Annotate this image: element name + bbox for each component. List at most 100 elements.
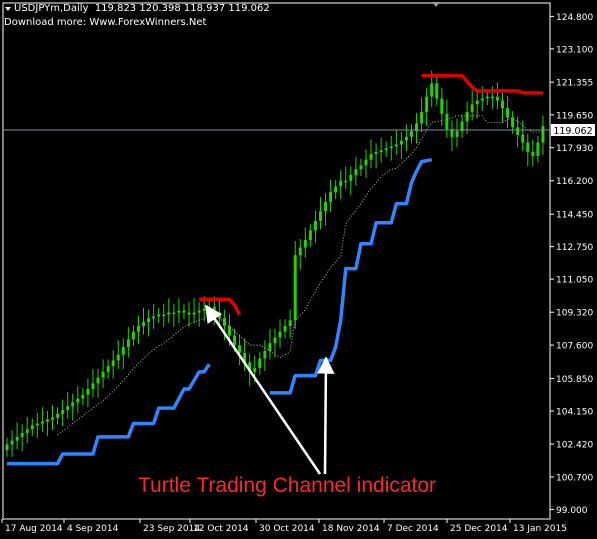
candle-body (81, 394, 85, 399)
candle-body (384, 148, 388, 151)
candle-body (440, 98, 444, 114)
candle-body (430, 83, 434, 97)
candle-body (425, 96, 429, 112)
candle-body (243, 352, 247, 363)
candle-body (172, 312, 176, 315)
price-label-box (551, 124, 595, 136)
candle-body (349, 175, 353, 181)
candle-body (415, 123, 419, 132)
y-tick-label: 99.000 (556, 506, 588, 516)
candle-body (450, 129, 454, 137)
candle-body (131, 331, 135, 340)
candle-body (71, 402, 75, 407)
candle-body (460, 121, 464, 132)
candle-body (147, 318, 151, 323)
candle-body (404, 136, 408, 141)
candle-body (162, 314, 166, 317)
candle-body (227, 325, 231, 336)
candle-body (455, 131, 459, 137)
candle-body (86, 389, 90, 395)
candle-body (369, 153, 373, 160)
y-tick-label: 112.750 (556, 243, 593, 253)
shift-marker-icon[interactable] (432, 2, 440, 7)
candle-body (66, 406, 70, 411)
candle-body (35, 423, 39, 426)
candle-body (192, 312, 196, 315)
y-tick-label: 116.200 (556, 177, 593, 187)
candle-body (521, 134, 525, 143)
candle-body (394, 144, 398, 147)
x-tick-label: 7 Dec 2014 (387, 524, 439, 534)
y-tick-label: 111.050 (556, 276, 593, 286)
candle-body (470, 104, 474, 112)
candle-body (511, 117, 515, 128)
candle-body (389, 146, 393, 149)
candle-body (318, 211, 322, 221)
x-tick-label: 13 Jan 2015 (513, 524, 567, 534)
candle-body (359, 165, 363, 170)
x-tick-label: 30 Oct 2014 (259, 524, 315, 534)
candle-body (10, 440, 14, 445)
candle-body (263, 350, 267, 359)
candle-body (40, 421, 44, 424)
candle-body (500, 100, 504, 109)
candle-body (526, 142, 530, 153)
y-axis: 124.800 123.100 121.355 119.650 117.930 116.2… (550, 13, 593, 516)
download-note: Download more: Www.ForexWinners.Net (4, 17, 207, 28)
candle-body (506, 108, 510, 118)
candles-layer (5, 70, 545, 457)
short-stop-line (199, 297, 242, 316)
candle-body (374, 152, 378, 154)
candle-body (273, 337, 277, 344)
price-label: 119.062 (553, 126, 592, 137)
channel-mid-layer (57, 115, 543, 436)
chart-symbol-header: USDJPYm,Daily 119.823 120.398 118.937 11… (14, 3, 270, 14)
candle-body (212, 306, 216, 313)
candle-body (445, 113, 449, 130)
y-tick-label: 117.930 (556, 144, 593, 154)
candle-body (475, 100, 479, 105)
candle-body (25, 429, 29, 433)
candle-body (313, 220, 317, 231)
candle-body (182, 310, 186, 313)
candle-body (111, 360, 115, 367)
y-tick-label: 109.320 (556, 309, 593, 319)
candle-body (142, 322, 146, 326)
candle-body (531, 152, 535, 156)
candle-body (344, 180, 348, 183)
annotation-arrow-left (204, 304, 322, 475)
candle-body (329, 192, 333, 202)
candle-body (516, 127, 520, 135)
stop-lines-layer (7, 73, 543, 466)
candle-body (324, 201, 328, 212)
candle-body (116, 354, 120, 361)
x-tick-label: 17 Aug 2014 (5, 524, 63, 534)
candle-body (288, 320, 292, 326)
y-tick-label: 102.420 (556, 441, 593, 451)
candle-body (465, 111, 469, 122)
candle-body (101, 371, 105, 378)
candle-body (308, 230, 312, 240)
candle-body (106, 366, 110, 372)
candle-body (303, 239, 307, 248)
candle-body (536, 142, 540, 156)
candle-body (76, 398, 80, 403)
candle-body (399, 140, 403, 145)
candle-body (187, 312, 191, 315)
candle-body (268, 343, 272, 351)
candle-body (202, 308, 206, 311)
candle-body (298, 247, 302, 256)
candle-body (20, 433, 24, 437)
candle-body (197, 310, 201, 313)
candle-body (30, 425, 34, 430)
header-dropdown-icon[interactable] (5, 7, 11, 11)
candle-body (167, 312, 171, 315)
candle-body (258, 358, 262, 369)
plot-frame (2, 2, 551, 520)
candle-body (177, 310, 181, 313)
annotation-arrow-right (317, 356, 335, 475)
candle-body (253, 368, 257, 372)
candle-body (490, 96, 494, 99)
